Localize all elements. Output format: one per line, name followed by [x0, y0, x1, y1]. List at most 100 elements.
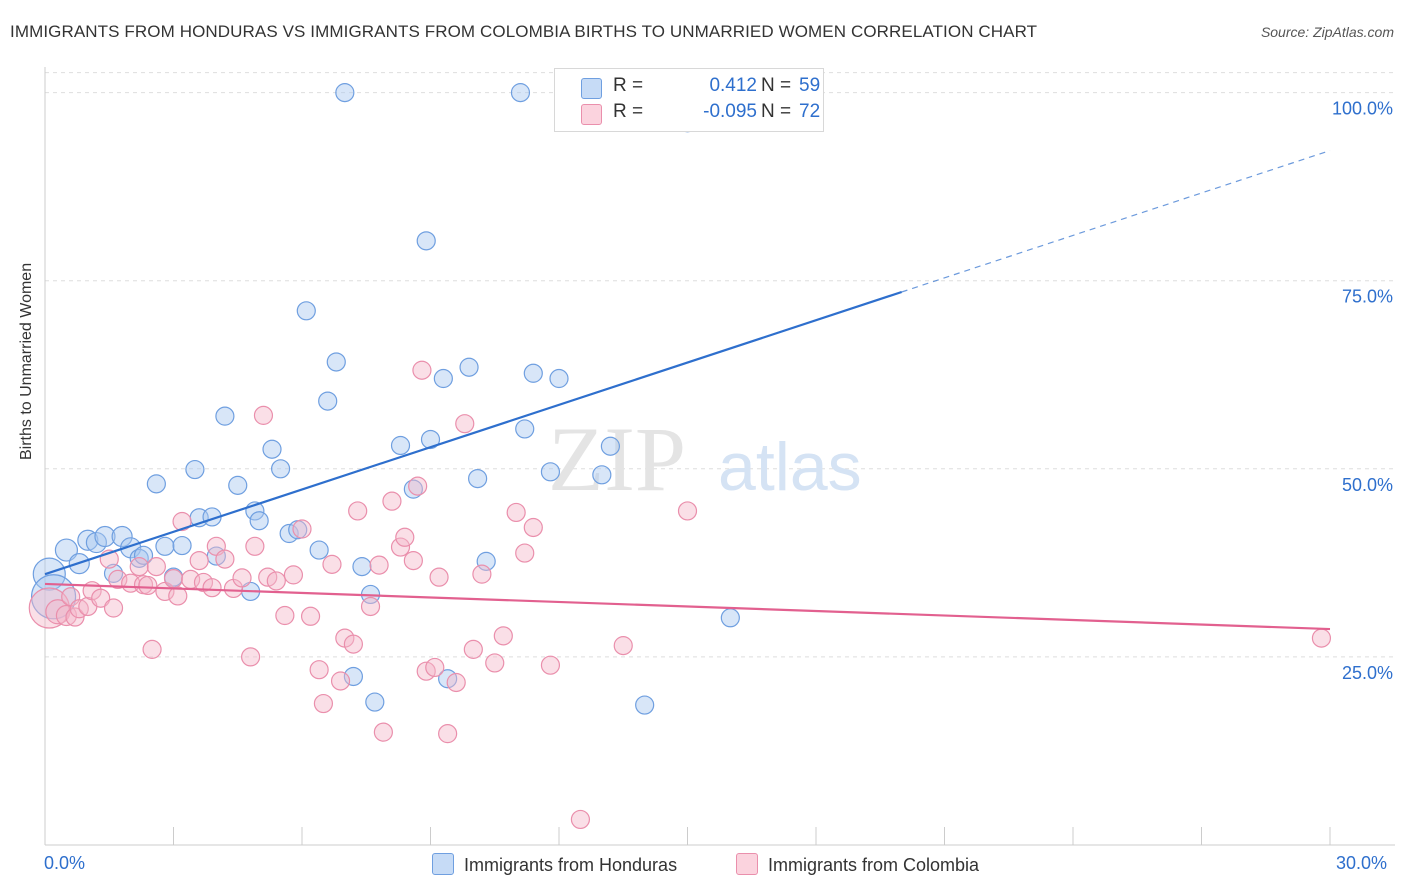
colombia-point [677, 501, 698, 521]
chart-title: IMMIGRANTS FROM HONDURAS VS IMMIGRANTS F… [10, 22, 1038, 41]
honduras-point [155, 536, 175, 556]
watermark-zip: ZIP [548, 408, 686, 510]
bottom-legend-label-colombia: Immigrants from Colombia [768, 855, 980, 875]
colombia-point [189, 550, 209, 571]
bottom-legend-colombia: Immigrants from Colombia [736, 853, 979, 876]
honduras-point [523, 363, 543, 383]
honduras-point [592, 465, 612, 485]
honduras-point [365, 692, 385, 712]
honduras-point [270, 459, 291, 479]
colombia-point [163, 569, 184, 589]
colombia-point [330, 671, 351, 691]
honduras-point [459, 357, 479, 377]
colombia-point [172, 511, 192, 532]
colombia-point [300, 606, 321, 626]
legend-r-value: 0.412 [709, 75, 757, 96]
colombia-point [146, 557, 166, 577]
colombia-point [309, 660, 329, 680]
honduras-point [94, 525, 116, 548]
honduras-point [540, 462, 561, 482]
legend-swatch-honduras [581, 78, 602, 99]
honduras-point [249, 511, 269, 531]
colombia-point [292, 519, 312, 539]
honduras-point [515, 419, 535, 439]
honduras-trend-line [44, 290, 903, 576]
colombia-point [540, 655, 561, 675]
honduras-point [600, 436, 621, 456]
honduras-point [318, 391, 338, 411]
colombia-point [455, 414, 475, 434]
y-tick-label: 75.0% [1342, 287, 1393, 307]
colombia-point [515, 543, 535, 563]
colombia-point [241, 647, 261, 667]
axis-layer [44, 67, 1395, 846]
colombia-point [373, 722, 393, 742]
honduras-point [476, 551, 496, 571]
colombia-point [283, 565, 304, 585]
colombia-point [485, 653, 505, 673]
honduras-point [54, 538, 79, 562]
honduras-point [111, 525, 133, 548]
colombia-point [369, 555, 389, 575]
colombia-trend-line [44, 582, 1331, 631]
legend-n-value: 72 [799, 101, 821, 122]
colombia-point [506, 502, 526, 523]
colombia-point [215, 549, 235, 569]
colombia-point [425, 657, 445, 678]
legend-box: R = 0.412 N = 59 R = -0.095 N = 72 [554, 68, 824, 132]
grid-layer [45, 72, 1395, 658]
honduras-point [416, 231, 436, 251]
colombia-point [382, 491, 402, 511]
colombia-point [91, 588, 111, 608]
bottom-legend-honduras: Immigrants from Honduras [432, 853, 677, 876]
colombia-point [446, 672, 466, 693]
bottom-legend-swatch-colombia [736, 853, 758, 875]
colombia-point [103, 598, 124, 618]
honduras-point [32, 557, 66, 591]
honduras-point [262, 439, 282, 459]
colombia-point [142, 639, 162, 659]
honduras-point [433, 368, 453, 389]
honduras-point [420, 429, 441, 450]
colombia-point [348, 501, 368, 521]
colombia-point [253, 405, 274, 425]
colombia-point [266, 571, 286, 591]
legend-n-label: N = [761, 101, 792, 122]
legend-r-value: -0.095 [703, 101, 757, 122]
y-axis-label: Births to Unmarried Women [18, 262, 35, 460]
honduras-point [146, 474, 166, 494]
colombia-point [245, 536, 265, 556]
source-label: Source: ZipAtlas.com [1260, 24, 1394, 40]
y-tick-label: 25.0% [1342, 663, 1393, 683]
honduras-point [549, 368, 569, 389]
honduras-point [172, 535, 192, 556]
colombia-point [168, 586, 188, 606]
honduras-point [390, 435, 411, 456]
honduras-trend-extension [901, 149, 1331, 293]
colombia-point [395, 527, 415, 547]
colombia-point [202, 578, 222, 598]
colombia-point [232, 568, 252, 588]
y-tick-label: 50.0% [1342, 475, 1393, 495]
bottom-legend-swatch-honduras [432, 853, 454, 875]
legend-n-label: N = [761, 75, 792, 96]
honduras-point [296, 301, 316, 321]
honduras-point [77, 529, 99, 551]
colombia-point [1311, 628, 1332, 648]
colombia-point [129, 557, 149, 577]
watermark: ZIP atlas [548, 408, 862, 510]
legend-swatch-colombia [581, 104, 602, 125]
legend-n-value: 59 [799, 75, 821, 96]
watermark-atlas: atlas [718, 429, 862, 505]
colombia-point [138, 575, 158, 596]
legend-r-label: R = [613, 75, 644, 96]
honduras-point [335, 83, 355, 103]
honduras-point [228, 475, 248, 495]
honduras-point [468, 468, 488, 489]
colombia-point [463, 639, 483, 659]
honduras-point [215, 406, 235, 426]
colombia-point [322, 554, 342, 574]
honduras-point [185, 459, 205, 480]
honduras-point [30, 574, 77, 620]
bottom-legend-label-honduras: Immigrants from Honduras [464, 855, 678, 875]
